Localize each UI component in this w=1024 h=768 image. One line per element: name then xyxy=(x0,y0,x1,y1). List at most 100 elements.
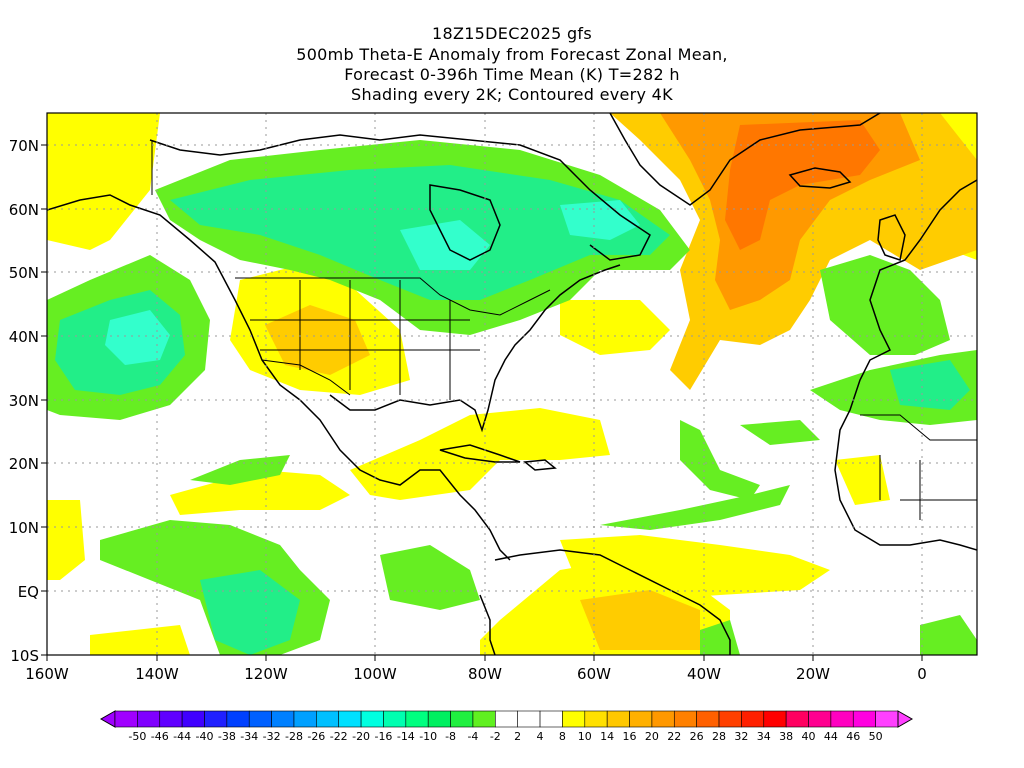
negative-anomaly-cyan-core-quebec xyxy=(560,200,640,240)
colorbar-label: 8 xyxy=(559,730,566,743)
lon-label: 160W xyxy=(25,665,69,683)
coastline-north-america xyxy=(47,194,511,561)
colorbar-swatch xyxy=(159,710,183,728)
political-borders xyxy=(151,140,977,520)
lat-label: 10S xyxy=(10,647,39,665)
colorbar-swatch xyxy=(763,710,787,728)
border-us-states-1 xyxy=(250,280,480,400)
colorbar-label: -8 xyxy=(445,730,456,743)
colorbar-label: 38 xyxy=(779,730,793,743)
coastline-iceland xyxy=(788,167,852,189)
colorbar-label: 34 xyxy=(757,730,771,743)
colorbar-swatch xyxy=(338,710,362,728)
colorbar-label: 20 xyxy=(645,730,659,743)
colorbar-label: -28 xyxy=(285,730,303,743)
positive-anomaly-yellow-eastpac xyxy=(170,470,350,515)
colorbar-swatch xyxy=(584,710,608,728)
title-line-3: Forecast 0-396h Time Mean (K) T=282 h xyxy=(344,65,680,84)
colorbar-swatch xyxy=(293,710,317,728)
lat-label: 50N xyxy=(9,264,39,282)
colorbar-swatch xyxy=(114,710,138,728)
colorbar-label: 40 xyxy=(802,730,816,743)
colorbar-swatch xyxy=(427,710,451,728)
colorbar-swatch xyxy=(383,710,407,728)
negative-anomaly-green-guinea xyxy=(920,615,977,655)
colorbar-label: -14 xyxy=(397,730,415,743)
map-plot-area: 70N 60N 50N 40N 30N 20N 10N EQ 10S 160W … xyxy=(9,112,978,683)
colorbar-label: -16 xyxy=(374,730,392,743)
colorbar-label: -10 xyxy=(419,730,437,743)
colorbar-label: -22 xyxy=(330,730,348,743)
lat-label: 20N xyxy=(9,455,39,473)
negative-anomaly-green-spain xyxy=(820,255,950,355)
title-line-1: 18Z15DEC2025 gfs xyxy=(431,24,592,43)
colorbar-label: 16 xyxy=(623,730,637,743)
colorbar-label: -34 xyxy=(240,730,258,743)
positive-anomaly-deep-orange-iceland xyxy=(725,120,880,250)
colorbar-label: 50 xyxy=(869,730,883,743)
negative-anomaly-green-tropical-atlantic-2 xyxy=(680,420,760,500)
lon-label: 100W xyxy=(353,665,397,683)
lon-label: 80W xyxy=(468,665,502,683)
colorbar-label: -38 xyxy=(218,730,236,743)
colorbar-label: -32 xyxy=(263,730,281,743)
lon-labels: 160W 140W 120W 100W 80W 60W 40W 20W 0 xyxy=(25,665,927,683)
map-frame xyxy=(46,112,978,656)
colorbar-swatch xyxy=(539,710,563,728)
colorbar-arrow-left xyxy=(99,710,116,728)
colorbar-swatch xyxy=(808,710,832,728)
negative-anomaly-cyan-core-hudson xyxy=(400,220,490,270)
colorbar-label: 14 xyxy=(600,730,614,743)
coastline-canada-arctic xyxy=(149,134,651,261)
anomaly-shading xyxy=(47,113,977,655)
colorbar-label: -40 xyxy=(196,730,214,743)
colorbar-swatch xyxy=(875,710,899,728)
lat-label: 70N xyxy=(9,137,39,155)
positive-anomaly-yellow-caribbean xyxy=(350,408,610,500)
positive-anomaly-gold-southamerica xyxy=(580,590,700,650)
colorbar-arrow-right xyxy=(897,710,914,728)
lat-label: 40N xyxy=(9,328,39,346)
colorbar-swatch xyxy=(248,710,272,728)
colorbar-swatch xyxy=(137,710,161,728)
negative-anomaly-green-caribbean-south xyxy=(380,545,480,610)
lat-label: 10N xyxy=(9,519,39,537)
colorbar-label: 22 xyxy=(667,730,681,743)
coastline-gulf-coast xyxy=(329,264,621,433)
colorbar: -50 -46 -44 -40 -38 -34 -32 -28 -26 -22 -20 -16 -14-… xyxy=(99,710,914,743)
colorbar-swatch xyxy=(629,710,653,728)
lon-label: 60W xyxy=(577,665,611,683)
colorbar-swatch xyxy=(405,710,429,728)
colorbar-swatch xyxy=(450,710,474,728)
border-africa-countries xyxy=(860,414,977,520)
tick-marks xyxy=(41,144,923,661)
positive-anomaly-yellow-alaska xyxy=(47,113,160,250)
lon-label: 120W xyxy=(244,665,288,683)
title-line-2: 500mb Theta-E Anomaly from Forecast Zona… xyxy=(296,45,728,64)
colorbar-label: 2 xyxy=(514,730,521,743)
colorbar-label: 10 xyxy=(578,730,592,743)
colorbar-swatch xyxy=(360,710,384,728)
colorbar-label: -46 xyxy=(151,730,169,743)
coastline-south-america-west xyxy=(479,594,496,655)
colorbar-swatch xyxy=(606,710,630,728)
coastline-greenland xyxy=(609,113,881,206)
colorbar-label: 46 xyxy=(846,730,860,743)
coastline-hudson-bay xyxy=(429,184,501,261)
negative-anomaly-green-atlantic-small xyxy=(740,420,820,445)
colorbar-label: 26 xyxy=(690,730,704,743)
colorbar-swatch xyxy=(495,710,518,728)
colorbar-label: -20 xyxy=(352,730,370,743)
colorbar-label: 28 xyxy=(712,730,726,743)
lat-labels: 70N 60N 50N 40N 30N 20N 10N EQ 10S xyxy=(9,137,39,665)
lat-label: 30N xyxy=(9,392,39,410)
lon-label: 0 xyxy=(917,665,927,683)
colorbar-swatch xyxy=(718,710,742,728)
colorbar-label: 4 xyxy=(537,730,544,743)
coastlines xyxy=(47,113,977,655)
colorbar-swatch xyxy=(830,710,854,728)
border-us-canada xyxy=(235,277,551,316)
colorbar-label: 32 xyxy=(734,730,748,743)
colorbar-label: -26 xyxy=(307,730,325,743)
